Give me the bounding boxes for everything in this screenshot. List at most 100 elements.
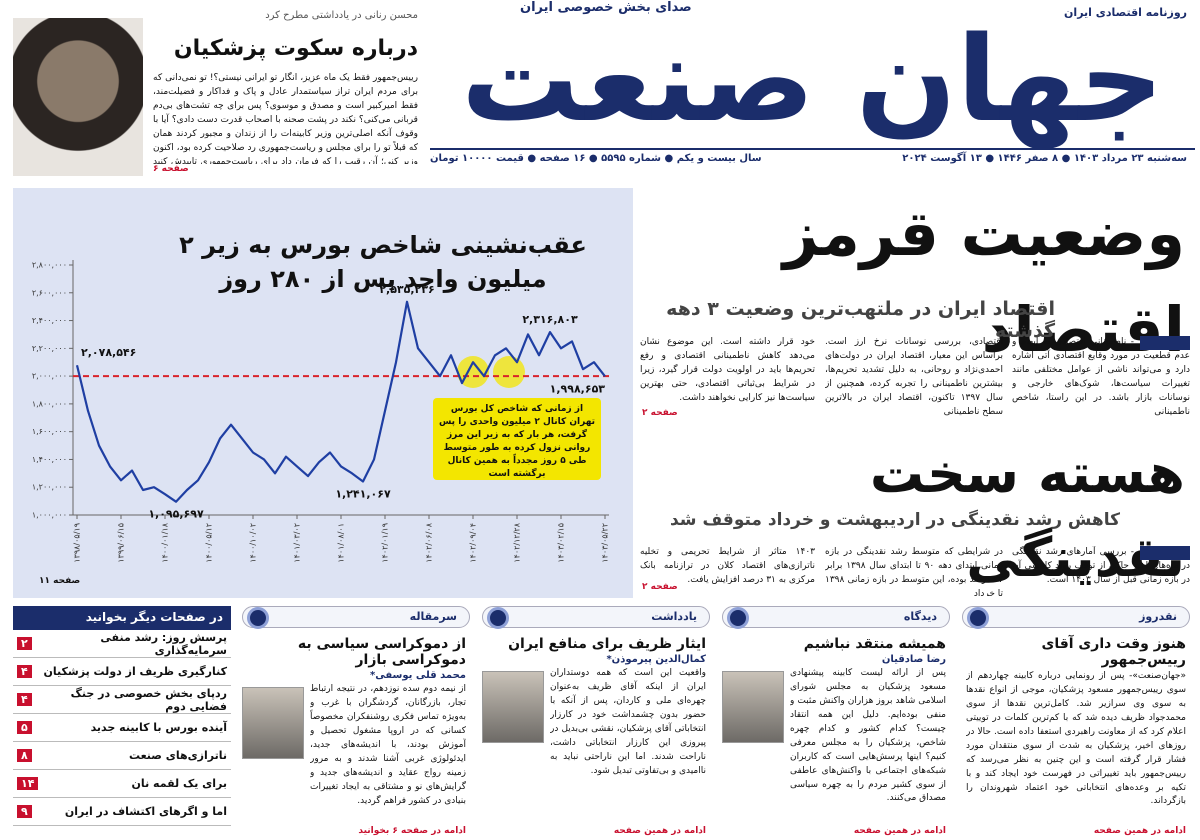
y-tick-label: ۲,۲۰۰,۰۰۰: [32, 344, 67, 353]
x-tick-label: ۱۴۰۲/۰۹/۰۴: [469, 523, 478, 563]
article-body: واقعیت این است که همه دوستداران ایران از…: [550, 668, 706, 776]
article-body: از نیمه دوم سده نوزدهم، در نتیجه ارتباط …: [310, 684, 466, 806]
y-tick-label: ۱,۸۰۰,۰۰۰: [32, 399, 67, 408]
chart-annotation: از زمانی که شاخص کل بورس تهران کانال ۲ م…: [433, 398, 601, 480]
page-ref: صفحه ۲: [642, 408, 678, 418]
y-tick-label: ۱,۴۰۰,۰۰۰: [32, 455, 67, 464]
x-tick-label: ۱۴۰۲/۱۲/۲۸: [513, 522, 522, 562]
index-label: اما و اگرهای اکتشاف در ایران: [64, 805, 227, 818]
index-label: کنارگیری ظریف از دولت پزشکیان: [43, 665, 227, 678]
index-row: کنارگیری ظریف از دولت پزشکیان ۴: [13, 658, 231, 686]
value-label: ۲,۵۳۵,۲۳۶: [379, 283, 434, 296]
y-tick-label: ۱,۶۰۰,۰۰۰: [32, 427, 67, 436]
section-icon: [247, 607, 269, 629]
x-tick-label: ۱۴۰۳/۰۲/۱۵: [557, 523, 566, 563]
index-label: برای یک لقمه نان: [131, 777, 227, 790]
y-tick-label: ۱,۰۰۰,۰۰۰: [32, 511, 67, 520]
y-tick-label: ۱,۲۰۰,۰۰۰: [32, 483, 67, 492]
lead-column: اقتصادی، بررسی نوسانات نرخ ارز است. براس…: [825, 337, 1003, 417]
logo-mark: [1140, 336, 1190, 350]
page-ref: صفحه ۱۱: [39, 576, 81, 586]
lead-column: خود قرار داشته است. این موضوع نشان می‌ده…: [640, 337, 815, 403]
author-photo: [722, 671, 784, 743]
article-author: رضا صادقیان: [881, 654, 946, 665]
index-box: در صفحات دیگر بخوانید پرسش روز: رشد منفی…: [13, 606, 231, 836]
section-icon: [967, 607, 989, 629]
masthead-tagline: صدای بخش خصوصی ایران: [520, 0, 692, 15]
continued: ادامه در همین صفحه: [613, 826, 706, 836]
author-photo: [242, 687, 304, 759]
index-page: ۸: [17, 749, 32, 762]
index-label: آینده بورس با کابینه جدید: [90, 721, 227, 734]
chart-panel: عقب‌نشینی شاخص بورس به زیر ۲ میلیون واحد…: [13, 188, 633, 598]
index-label: ناترازی‌های صنعت: [128, 749, 227, 762]
section-icon: [487, 607, 509, 629]
y-tick-label: ۲,۰۰۰,۰۰۰: [32, 372, 67, 381]
section-label: دیدگاه: [903, 610, 937, 623]
index-row: ناترازی‌های صنعت ۸: [13, 742, 231, 770]
masthead-date: سه‌شنبه ۲۳ مرداد ۱۴۰۳ ● ۸ صفر ۱۴۴۶ ● ۱۳ …: [902, 153, 1187, 164]
section-bar: یادداشت: [482, 606, 710, 629]
section-bar: نقدروز: [962, 606, 1190, 629]
article-author: محمد قلی یوسفی*: [370, 670, 466, 681]
index-page: ۹: [17, 805, 32, 818]
index-page: ۵: [17, 721, 32, 734]
chart-title: عقب‌نشینی شاخص بورس به زیر ۲ میلیون واحد…: [179, 231, 587, 293]
x-tick-label: ۱۴۰۲/۰۱/۱۹: [381, 523, 390, 563]
index-row: آینده بورس با کابینه جدید ۵: [13, 714, 231, 742]
index-label: ردپای بخش خصوصی در جنگ فضایی دوم: [70, 686, 227, 713]
x-tick-label: ۱۴۰۱/۰۳/۰۲: [293, 523, 302, 563]
x-tick-label: ۱۴۰۰/۱۰/۰۲: [249, 523, 258, 563]
index-page: ۴: [17, 693, 32, 706]
portrait: [13, 18, 143, 176]
lead-story: وضعیت قرمز اقتصاد اقتصاد ایران در ملتهب‌…: [640, 186, 1195, 606]
index-label: پرسش روز: رشد منفی سرمایه‌گذاری: [100, 630, 227, 657]
x-tick-label: ۱۴۰۳/۰۵/۲۲: [601, 523, 610, 563]
note-title: درباره سکوت پزشکیان: [173, 36, 418, 61]
y-tick-label: ۲,۴۰۰,۰۰۰: [32, 316, 67, 325]
x-tick-label: ۱۳۹۸/۰۵/۱۹: [73, 523, 82, 563]
author-photo: [482, 671, 544, 743]
index-row: اما و اگرهای اکتشاف در ایران ۹: [13, 798, 231, 826]
x-tick-label: ۱۴۰۲/۰۶/۰۸: [425, 522, 434, 562]
section-label: سرمقاله: [409, 610, 457, 623]
continued: ادامه در صفحه ۶ بخوانید: [358, 826, 466, 836]
section-label: یادداشت: [651, 610, 697, 623]
index-row: ردپای بخش خصوصی در جنگ فضایی دوم ۴: [13, 686, 231, 714]
continued: ادامه در همین صفحه: [1093, 826, 1186, 836]
index-row: پرسش روز: رشد منفی سرمایه‌گذاری ۲: [13, 630, 231, 658]
section-label: نقدروز: [1139, 610, 1177, 623]
x-tick-label: ۱۴۰۰/۰۱/۱۸: [161, 522, 170, 562]
page-ref: صفحه ۲: [642, 582, 678, 592]
masthead-kicker: روزنامه اقتصادی ایران: [1064, 6, 1187, 19]
index-row: برای یک لقمه نان ۱۴: [13, 770, 231, 798]
index-title: در صفحات دیگر بخوانید: [13, 606, 231, 630]
index-page: ۱۴: [17, 777, 39, 790]
second-column: - بررسی آمارهای رشد نقدینگی در ماه‌های ا…: [1012, 547, 1190, 585]
section-icon: [727, 607, 749, 629]
page-ref: صفحه ۶: [153, 164, 189, 174]
article-title: همیشه منتقد نباشیم: [803, 636, 946, 652]
article-author: کمال‌الدین پیرموذن*: [606, 654, 706, 665]
lead-title: وضعیت قرمز اقتصاد: [782, 197, 1185, 366]
article-body: «جهان‌صنعت»- پس از رونمایی درباره کابینه…: [966, 671, 1186, 807]
article-body: پس از ارائه لیست کابینه پیشنهادی مسعود پ…: [790, 668, 946, 804]
highlight: [457, 356, 489, 388]
second-subtitle: کاهش رشد نقدینگی در اردیبهشت و خرداد متو…: [669, 510, 1120, 530]
index-page: ۲: [17, 637, 32, 650]
continued: ادامه در همین صفحه: [853, 826, 946, 836]
section-bar: دیدگاه: [722, 606, 950, 629]
masthead: روزنامه اقتصادی ایران صدای بخش خصوصی ایر…: [430, 0, 1195, 172]
masthead-issue: سال بیست و یکم ● شماره ۵۵۹۵ ● ۱۶ صفحه ● …: [430, 153, 762, 164]
value-label: ۲,۰۷۸,۵۴۶: [81, 346, 136, 359]
masthead-title: جهان صنعت: [461, 10, 1168, 148]
y-tick-label: ۲,۸۰۰,۰۰۰: [32, 261, 67, 270]
rule: [430, 148, 1195, 150]
article: دیدگاه همیشه منتقد نباشیم رضا صادقیان پس از…: [722, 606, 950, 836]
second-column: در شرایطی که متوسط رشد نقدینگی در بازه ز…: [825, 547, 1003, 596]
x-tick-label: ۱۴۰۱/۰۸/۰۱: [337, 523, 346, 563]
article-title: هنوز وقت داری آقای رییس‌جمهور: [1041, 636, 1187, 668]
